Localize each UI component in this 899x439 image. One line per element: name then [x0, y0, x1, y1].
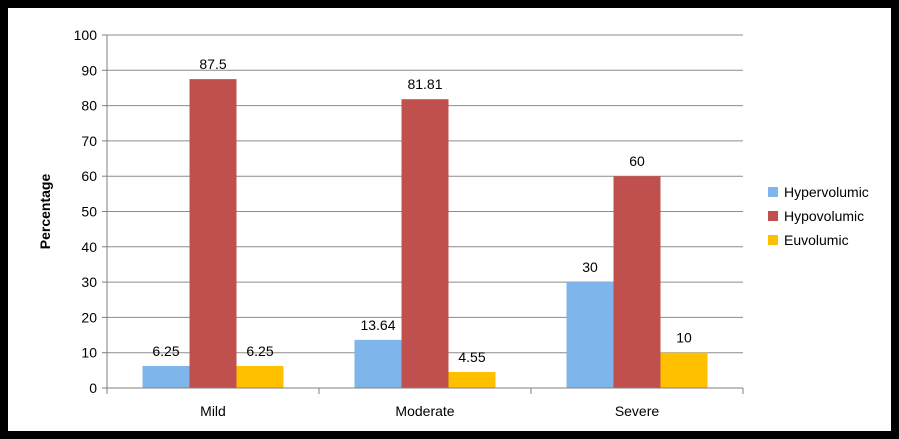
legend-label-euvolumic: Euvolumic — [784, 232, 849, 248]
bar-hypervolumic-moderate — [354, 339, 402, 388]
x-tick-label-moderate: Moderate — [395, 403, 454, 419]
bar-euvolumic-moderate — [448, 371, 496, 388]
bar-hypovolumic-mild — [189, 79, 237, 388]
data-labels: Mild 6.25 87.5 6.25 Moderate 13.64 81.81 4.55 Se… — [152, 56, 692, 419]
x-tick-label-mild: Mild — [200, 403, 226, 419]
data-label: 13.64 — [360, 317, 395, 333]
y-tick-label: 30 — [81, 274, 97, 290]
bar-hypervolumic-severe — [566, 282, 614, 388]
data-label: 4.55 — [458, 349, 485, 365]
y-axis-title: Percentage — [37, 174, 53, 250]
y-tick-label: 50 — [81, 204, 97, 220]
bars — [142, 79, 708, 389]
legend: Hypervolumic Hypovolumic Euvolumic — [768, 184, 869, 248]
bar-hypervolumic-mild — [142, 365, 190, 388]
data-label: 60 — [629, 153, 645, 169]
legend-swatch-hypervolumic — [768, 187, 778, 197]
x-tick-label-severe: Severe — [615, 403, 660, 419]
y-tick-label: 40 — [81, 239, 97, 255]
y-tick-label: 70 — [81, 133, 97, 149]
legend-label-hypervolumic: Hypervolumic — [784, 184, 869, 200]
bar-hypovolumic-moderate — [401, 99, 449, 389]
axes — [106, 35, 743, 389]
bar-hypovolumic-severe — [613, 176, 661, 388]
data-label: 10 — [676, 330, 692, 346]
y-tick-label: 0 — [89, 380, 97, 396]
y-tick-label: 100 — [74, 27, 98, 43]
legend-swatch-euvolumic — [768, 235, 778, 245]
y-tick-label: 20 — [81, 309, 97, 325]
bar-euvolumic-mild — [236, 365, 284, 388]
data-label: 81.81 — [407, 76, 442, 92]
legend-label-hypovolumic: Hypovolumic — [784, 208, 864, 224]
data-label: 6.25 — [152, 343, 179, 359]
data-label: 30 — [582, 259, 598, 275]
y-tick-label: 10 — [81, 345, 97, 361]
y-tick-label: 60 — [81, 168, 97, 184]
legend-swatch-hypovolumic — [768, 211, 778, 221]
y-tick-label: 90 — [81, 62, 97, 78]
y-tick-label: 80 — [81, 98, 97, 114]
data-label: 87.5 — [199, 56, 226, 72]
data-label: 6.25 — [246, 343, 273, 359]
bar-euvolumic-severe — [660, 352, 708, 388]
